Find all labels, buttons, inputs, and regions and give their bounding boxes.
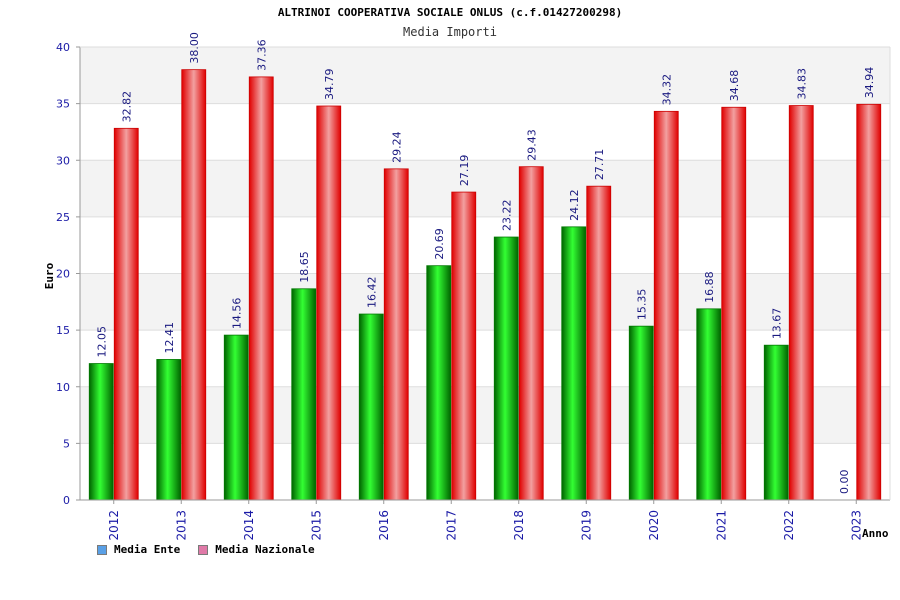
value-label-media-nazionale: 34.68 (728, 70, 741, 102)
bar-media-ente (358, 313, 384, 501)
y-axis-label: Euro (43, 262, 56, 289)
bar-media-ente (628, 325, 654, 501)
plot-background (80, 47, 890, 500)
plot-band (80, 443, 890, 500)
bar-media-nazionale (316, 105, 342, 501)
x-tick-label: 2016 (377, 510, 391, 541)
x-tick-label: 2014 (242, 510, 256, 541)
x-tick-label: 2023 (849, 510, 863, 541)
bar-media-nazionale (451, 191, 477, 501)
bar-media-ente (696, 308, 722, 501)
value-label-media-nazionale: 32.82 (120, 91, 133, 123)
x-tick-label: 2017 (444, 510, 458, 541)
value-label-media-nazionale: 34.94 (863, 67, 876, 99)
value-label-media-nazionale: 34.79 (323, 69, 336, 101)
bar-media-ente (291, 288, 317, 501)
y-tick-label: 30 (56, 154, 70, 167)
value-label-media-ente: 12.41 (163, 322, 176, 354)
value-label-media-nazionale: 34.83 (795, 68, 808, 100)
legend: Media Ente Media Nazionale (97, 543, 333, 556)
y-tick-label: 15 (56, 324, 70, 337)
x-tick-label: 2013 (174, 510, 188, 541)
plot-band (80, 47, 890, 104)
bar-media-ente (426, 265, 452, 501)
legend-item-media-ente: Media Ente (97, 543, 180, 556)
value-label-media-ente: 16.88 (703, 271, 716, 303)
value-label-media-nazionale: 29.24 (390, 131, 403, 163)
bar-media-nazionale (113, 127, 139, 501)
legend-label-media-nazionale: Media Nazionale (215, 543, 315, 556)
bar-media-ente (156, 359, 182, 501)
value-label-media-ente: 16.42 (365, 277, 378, 309)
value-label-media-ente: 20.69 (433, 228, 446, 260)
x-tick-label: 2021 (714, 510, 728, 541)
legend-label-media-ente: Media Ente (114, 543, 181, 556)
value-label-media-nazionale: 37.36 (255, 39, 268, 71)
value-label-media-nazionale: 29.43 (525, 129, 538, 161)
plot-band (80, 103, 890, 161)
y-tick-label: 0 (63, 494, 70, 507)
x-tick-label: 2018 (512, 510, 526, 541)
bar-media-nazionale (788, 105, 814, 501)
y-tick-label: 25 (56, 211, 70, 224)
bar-media-nazionale (181, 69, 207, 501)
bar-media-ente (763, 344, 789, 501)
y-tick-label: 40 (56, 41, 70, 54)
y-tick-label: 20 (56, 268, 70, 281)
legend-item-media-nazionale: Media Nazionale (198, 543, 315, 556)
value-label-media-ente: 23.22 (500, 200, 513, 232)
x-axis-ticks: 2012 2013 2014 2015 2016 2017 2018 2019 2020 2021… (107, 500, 863, 541)
x-tick-label: 2019 (579, 510, 593, 541)
x-tick-label: 2020 (647, 510, 661, 541)
bar-media-ente (223, 334, 249, 501)
legend-swatch-media-ente (97, 544, 107, 555)
value-label-media-ente: 12.05 (95, 326, 108, 358)
value-label-media-ente: 0.00 (838, 470, 851, 495)
x-tick-label: 2012 (107, 510, 121, 541)
y-tick-label: 5 (63, 437, 70, 450)
value-label-media-ente: 18.65 (298, 251, 311, 283)
bar-media-nazionale (518, 166, 544, 501)
value-label-media-nazionale: 34.32 (660, 74, 673, 106)
x-axis-label: Anno (862, 527, 889, 540)
plot-band (80, 386, 890, 444)
bar-media-ente (561, 226, 587, 501)
value-label-media-nazionale: 27.71 (593, 149, 606, 181)
bar-media-nazionale (248, 76, 274, 501)
y-tick-label: 10 (56, 381, 70, 394)
legend-swatch-media-nazionale (198, 544, 209, 555)
chart-title: ALTRINOI COOPERATIVA SOCIALE ONLUS (c.f.… (277, 6, 623, 19)
value-label-media-nazionale: 27.19 (458, 155, 471, 187)
bar-media-nazionale (721, 106, 747, 501)
value-label-media-ente: 13.67 (770, 308, 783, 340)
y-axis-ticks: 0 5 10 15 20 25 30 35 40 (56, 41, 80, 507)
bar-media-ente (493, 236, 519, 501)
bar-media-nazionale (653, 110, 679, 501)
plot-band (80, 273, 890, 331)
plot-band (80, 330, 890, 387)
plot-band (80, 216, 890, 274)
plot-band (80, 160, 890, 217)
bar-media-ente (88, 363, 114, 501)
bar-media-nazionale (383, 168, 409, 501)
bars (88, 69, 882, 501)
x-tick-label: 2022 (782, 510, 796, 541)
bar-media-nazionale (586, 185, 612, 501)
value-label-media-ente: 14.56 (230, 298, 243, 330)
x-tick-label: 2015 (309, 510, 323, 541)
value-label-media-nazionale: 38.00 (188, 32, 201, 64)
y-tick-label: 35 (56, 98, 70, 111)
value-label-media-ente: 15.35 (635, 289, 648, 321)
bar-media-nazionale (856, 103, 882, 501)
chart-subtitle: Media Importi (403, 25, 497, 39)
value-labels: 12.05 32.82 12.41 38.00 14.56 37.36 18.65 34.79… (95, 32, 876, 494)
gridlines (80, 46, 890, 501)
value-label-media-ente: 24.12 (568, 189, 581, 221)
